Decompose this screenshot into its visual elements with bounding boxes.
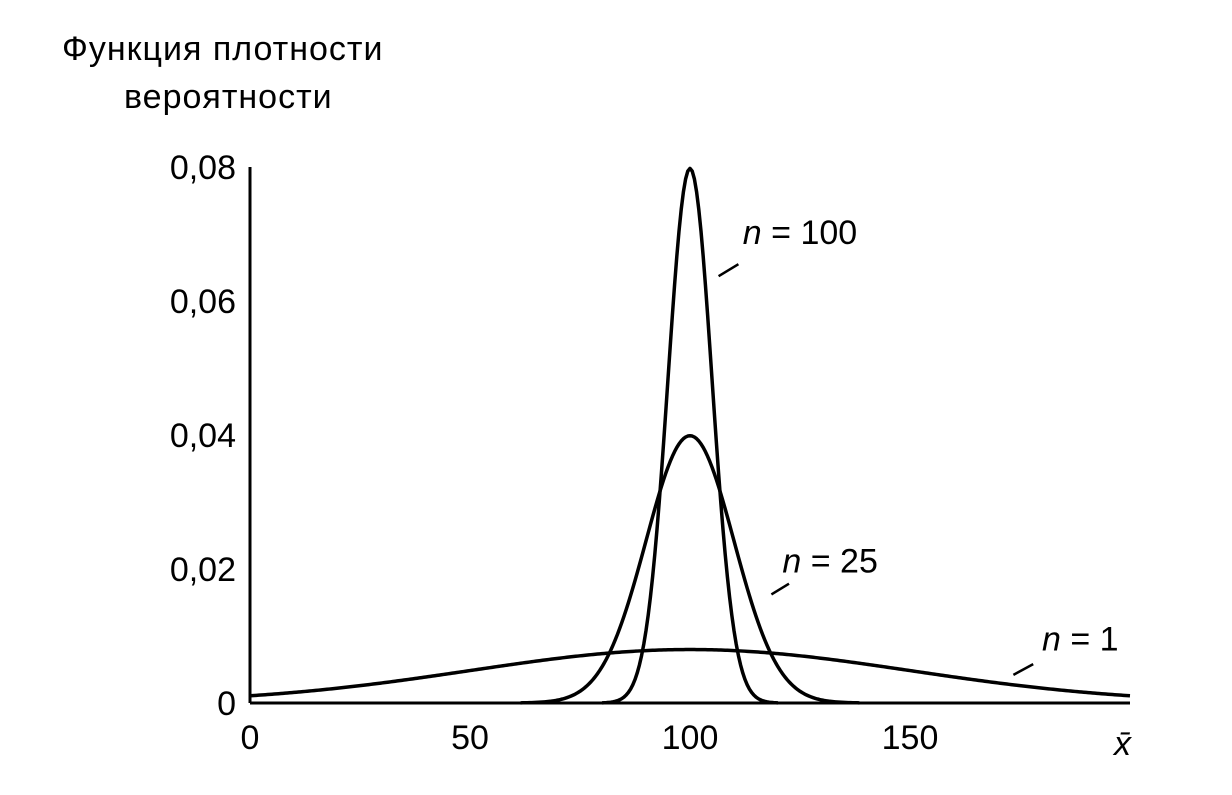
series-label-1: n = 100 xyxy=(743,214,857,252)
series-label-leader xyxy=(770,582,790,596)
density-curve-series-1 xyxy=(601,166,779,705)
y-tick-label: 0,02 xyxy=(170,551,236,589)
chart-title-line-1: Функция плотности xyxy=(62,30,384,68)
density-curve-series-2 xyxy=(520,433,860,705)
series-label-leader xyxy=(717,263,740,278)
y-tick-label: 0 xyxy=(217,685,236,723)
y-tick-label: 0,04 xyxy=(170,417,236,455)
x-tick-label: 100 xyxy=(662,719,719,757)
x-axis-label: x̄ xyxy=(1112,725,1132,763)
chart-title-line-2: вероятности xyxy=(124,78,333,116)
series-label-variable: n xyxy=(1042,621,1061,659)
x-tick-label: 150 xyxy=(882,719,939,757)
series-label-2: n = 25 xyxy=(782,542,878,580)
y-tick-label: 0,08 xyxy=(170,149,236,187)
series-label-leader xyxy=(1012,663,1034,676)
density-curve-series-3 xyxy=(249,647,1131,698)
series-label-value: = 100 xyxy=(762,214,857,252)
x-tick-label: 0 xyxy=(241,719,260,757)
series-label-variable: n xyxy=(782,542,801,580)
x-tick-label: 50 xyxy=(451,719,489,757)
y-tick-label: 0,06 xyxy=(170,283,236,321)
series-label-value: = 1 xyxy=(1061,621,1119,659)
series-label-variable: n xyxy=(743,214,762,252)
series-label-3: n = 1 xyxy=(1042,621,1119,659)
series-label-value: = 25 xyxy=(801,542,878,580)
